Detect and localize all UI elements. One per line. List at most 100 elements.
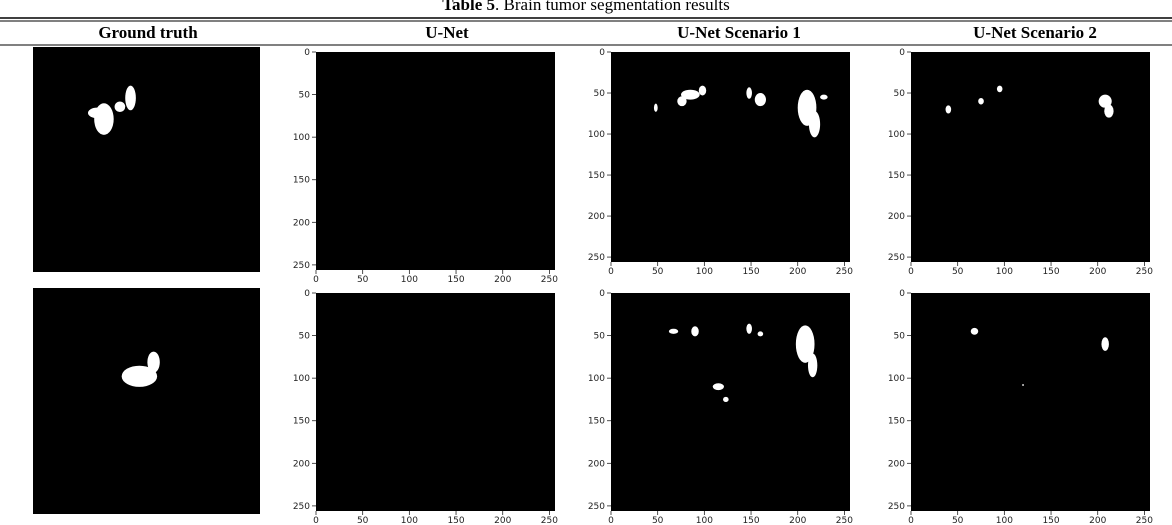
x-tick-label: 50 <box>357 516 369 525</box>
tumor-region <box>691 326 698 336</box>
segmentation-image <box>33 288 260 514</box>
y-tick-label: 50 <box>894 332 906 342</box>
segmentation-image <box>611 52 850 262</box>
segmentation-image <box>911 293 1150 511</box>
tumor-region <box>1104 105 1113 118</box>
x-tick-label: 100 <box>996 516 1013 525</box>
y-tick-label: 150 <box>293 417 310 427</box>
column-header: U-Net Scenario 1 <box>677 23 801 42</box>
tumor-region <box>758 331 764 336</box>
caption-label: Table 5 <box>442 0 495 14</box>
caption-text: . Brain tumor segmentation results <box>495 0 730 14</box>
y-tick-label: 200 <box>293 218 310 228</box>
segmentation-image <box>911 52 1150 262</box>
x-tick-label: 100 <box>401 516 418 525</box>
segmentation-image <box>33 47 260 272</box>
segmentation-image <box>316 293 555 511</box>
x-tick-label: 0 <box>608 516 614 525</box>
x-tick-label: 0 <box>313 516 319 525</box>
x-tick-label: 100 <box>401 275 418 285</box>
y-tick-label: 0 <box>304 48 310 58</box>
y-tick-label: 200 <box>293 459 310 469</box>
x-tick-label: 50 <box>652 516 664 525</box>
y-tick-label: 100 <box>888 130 905 140</box>
tumor-region <box>971 328 978 335</box>
y-tick-label: 200 <box>588 459 605 469</box>
y-tick-label: 0 <box>599 289 605 299</box>
y-tick-label: 50 <box>299 332 311 342</box>
x-tick-label: 100 <box>696 516 713 525</box>
x-tick-label: 50 <box>952 516 964 525</box>
tumor-region <box>669 329 678 334</box>
y-tick-label: 0 <box>304 289 310 299</box>
x-tick-label: 50 <box>952 267 964 277</box>
y-tick-label: 0 <box>899 289 905 299</box>
y-tick-label: 50 <box>594 332 606 342</box>
y-tick-label: 50 <box>894 89 906 99</box>
x-tick-label: 250 <box>541 516 558 525</box>
x-tick-label: 200 <box>789 516 806 525</box>
y-tick-label: 50 <box>299 91 311 101</box>
x-tick-label: 0 <box>313 275 319 285</box>
tumor-region <box>746 87 752 98</box>
tumor-region <box>88 108 106 119</box>
x-tick-label: 100 <box>996 267 1013 277</box>
caption: Table 5. Brain tumor segmentation result… <box>442 0 729 14</box>
x-tick-label: 250 <box>1136 267 1153 277</box>
column-header: U-Net <box>425 23 469 42</box>
x-tick-label: 250 <box>836 267 853 277</box>
tumor-region <box>723 397 729 402</box>
tumor-region <box>997 86 1003 93</box>
y-tick-label: 250 <box>588 253 605 263</box>
tumor-region <box>147 352 159 373</box>
y-tick-label: 250 <box>588 502 605 512</box>
x-tick-label: 0 <box>608 267 614 277</box>
y-tick-label: 0 <box>899 48 905 58</box>
x-tick-label: 150 <box>447 516 464 525</box>
x-tick-label: 150 <box>1042 267 1059 277</box>
x-tick-label: 150 <box>742 516 759 525</box>
x-tick-label: 200 <box>494 275 511 285</box>
column-header: U-Net Scenario 2 <box>973 23 1097 42</box>
y-tick-label: 100 <box>293 133 310 143</box>
column-header: Ground truth <box>98 23 198 42</box>
y-tick-label: 200 <box>588 212 605 222</box>
tumor-region <box>808 353 817 377</box>
y-tick-label: 250 <box>293 502 310 512</box>
y-tick-label: 150 <box>888 417 905 427</box>
segmentation-image <box>316 52 555 270</box>
x-tick-label: 200 <box>494 516 511 525</box>
table-figure: Table 5. Brain tumor segmentation result… <box>0 0 1172 525</box>
x-tick-label: 50 <box>652 267 664 277</box>
tumor-region <box>946 105 952 113</box>
x-tick-label: 150 <box>742 267 759 277</box>
x-tick-label: 0 <box>908 267 914 277</box>
x-tick-label: 50 <box>357 275 369 285</box>
y-tick-label: 50 <box>594 89 606 99</box>
tumor-region <box>809 111 820 137</box>
segmentation-image <box>611 293 850 511</box>
tumor-region <box>978 98 984 105</box>
tumor-region <box>820 95 827 100</box>
y-tick-label: 150 <box>588 417 605 427</box>
tumor-region <box>115 101 126 112</box>
x-tick-label: 100 <box>696 267 713 277</box>
y-tick-label: 200 <box>888 459 905 469</box>
x-tick-label: 150 <box>447 275 464 285</box>
y-tick-label: 150 <box>293 176 310 186</box>
tumor-region <box>699 86 706 96</box>
y-tick-label: 100 <box>588 130 605 140</box>
x-tick-label: 250 <box>1136 516 1153 525</box>
x-tick-label: 200 <box>789 267 806 277</box>
y-tick-label: 200 <box>888 212 905 222</box>
x-tick-label: 0 <box>908 516 914 525</box>
x-tick-label: 250 <box>541 275 558 285</box>
tumor-region <box>755 93 766 106</box>
y-tick-label: 0 <box>599 48 605 58</box>
tumor-region <box>713 383 724 390</box>
page: {"caption": {"label": "Table 5", "text":… <box>0 0 1172 525</box>
tumor-region <box>1101 337 1108 351</box>
y-tick-label: 250 <box>888 502 905 512</box>
tumor-region <box>746 324 752 334</box>
x-tick-label: 150 <box>1042 516 1059 525</box>
